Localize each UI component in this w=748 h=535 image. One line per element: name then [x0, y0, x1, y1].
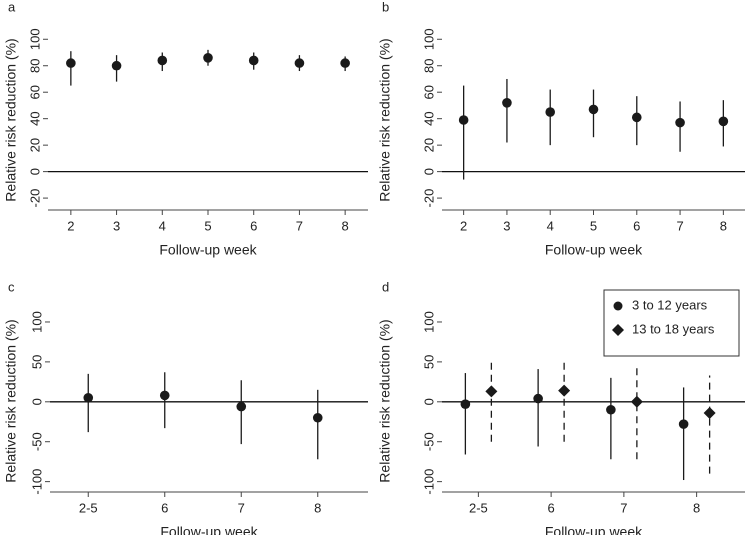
panel-label: b: [382, 0, 389, 14]
y-axis-label: Relative risk reduction (%): [3, 38, 19, 201]
y-tick-label: 50: [421, 355, 436, 369]
y-tick-label: 0: [29, 398, 44, 405]
point: [294, 58, 305, 68]
panel: 2 3 4 5 6 7 8 -20 0 20 40 60 80 100 b Relative risk red…: [377, 0, 745, 258]
legend-marker: [612, 324, 624, 336]
x-tick-label: 4: [159, 218, 166, 233]
y-tick-label: -100: [421, 469, 436, 495]
point: [340, 58, 350, 68]
x-tick-label: 5: [590, 218, 597, 233]
x-axis-label: Follow-up week: [159, 242, 257, 258]
y-tick-label: -20: [421, 189, 436, 208]
point: [203, 52, 213, 63]
x-tick-label: 2-5: [79, 500, 98, 515]
x-tick-label: 7: [676, 218, 683, 233]
y-axis-label: Relative risk reduction (%): [377, 319, 393, 482]
y-tick-label: -100: [29, 469, 44, 495]
point: [630, 395, 643, 408]
x-tick-label: 3: [113, 218, 120, 233]
point: [678, 419, 689, 429]
point: [588, 104, 599, 115]
point: [83, 393, 94, 403]
y-tick-label: -50: [29, 432, 44, 451]
y-tick-label: 100: [29, 311, 44, 333]
y-tick-label: 50: [29, 355, 44, 369]
point: [458, 115, 469, 125]
panel-label: d: [382, 279, 389, 294]
point: [606, 404, 616, 415]
y-tick-label: 0: [421, 398, 436, 405]
x-axis-label: Follow-up week: [160, 524, 258, 535]
x-tick-label: 6: [548, 500, 555, 515]
panel-label: a: [8, 0, 16, 14]
x-tick-label: 6: [633, 218, 640, 233]
y-tick-label: 60: [27, 85, 42, 99]
y-tick-label: 20: [27, 138, 42, 152]
y-tick-label: 40: [27, 111, 42, 125]
y-axis-label: Relative risk reduction (%): [3, 319, 19, 482]
point: [66, 58, 76, 68]
y-tick-label: 80: [27, 59, 42, 73]
point: [558, 384, 571, 397]
point: [703, 406, 716, 419]
legend-label: 13 to 18 years: [632, 321, 715, 336]
point: [159, 390, 170, 401]
x-tick-label: 6: [161, 500, 168, 515]
y-tick-label: 0: [27, 168, 42, 175]
y-tick-label: 60: [421, 85, 436, 99]
panel-label: c: [8, 279, 15, 294]
point: [485, 385, 498, 398]
point: [545, 107, 556, 117]
y-tick-label: 0: [421, 168, 436, 175]
x-axis-label: Follow-up week: [545, 242, 643, 258]
x-tick-label: 7: [296, 218, 303, 233]
legend-marker: [613, 301, 623, 311]
point: [111, 60, 122, 71]
point: [157, 55, 168, 66]
point: [312, 412, 323, 423]
point: [236, 401, 247, 412]
panel: 2-5 6 7 8 -100 -50 0 50 100 d Relative risk reduct…: [377, 279, 745, 535]
x-tick-label: 8: [693, 500, 700, 515]
x-tick-label: 4: [547, 218, 554, 233]
x-tick-label: 7: [620, 500, 627, 515]
x-tick-label: 2: [460, 218, 467, 233]
x-tick-label: 8: [342, 218, 349, 233]
y-tick-label: 100: [421, 28, 436, 50]
legend-box: [603, 289, 740, 357]
x-tick-label: 2-5: [469, 500, 488, 515]
point: [675, 117, 685, 128]
y-tick-label: 100: [421, 311, 436, 333]
x-tick-label: 5: [204, 218, 211, 233]
panel: 2 3 4 5 6 7 8 -20 0 20 40 60 80 100 a Relative risk red…: [3, 0, 368, 258]
x-axis-label: Follow-up week: [545, 524, 643, 535]
point: [460, 399, 471, 409]
y-tick-label: 80: [421, 59, 436, 73]
x-tick-label: 6: [250, 218, 257, 233]
point: [502, 97, 512, 108]
y-tick-label: -50: [421, 432, 436, 451]
x-tick-label: 3: [503, 218, 510, 233]
point: [718, 116, 729, 127]
legend-label: 3 to 12 years: [632, 297, 708, 312]
x-tick-label: 8: [314, 500, 321, 515]
y-tick-label: 100: [27, 28, 42, 50]
panel: 2-5 6 7 8 -100 -50 0 50 100 c Relative risk reduct…: [3, 279, 368, 535]
point: [631, 112, 642, 123]
y-axis-label: Relative risk reduction (%): [377, 38, 393, 201]
y-tick-label: -20: [27, 189, 42, 208]
x-tick-label: 2: [67, 218, 74, 233]
point: [248, 55, 259, 66]
x-tick-label: 7: [238, 500, 245, 515]
x-tick-label: 8: [720, 218, 727, 233]
y-tick-label: 20: [421, 138, 436, 152]
point: [533, 393, 543, 404]
y-tick-label: 40: [421, 111, 436, 125]
